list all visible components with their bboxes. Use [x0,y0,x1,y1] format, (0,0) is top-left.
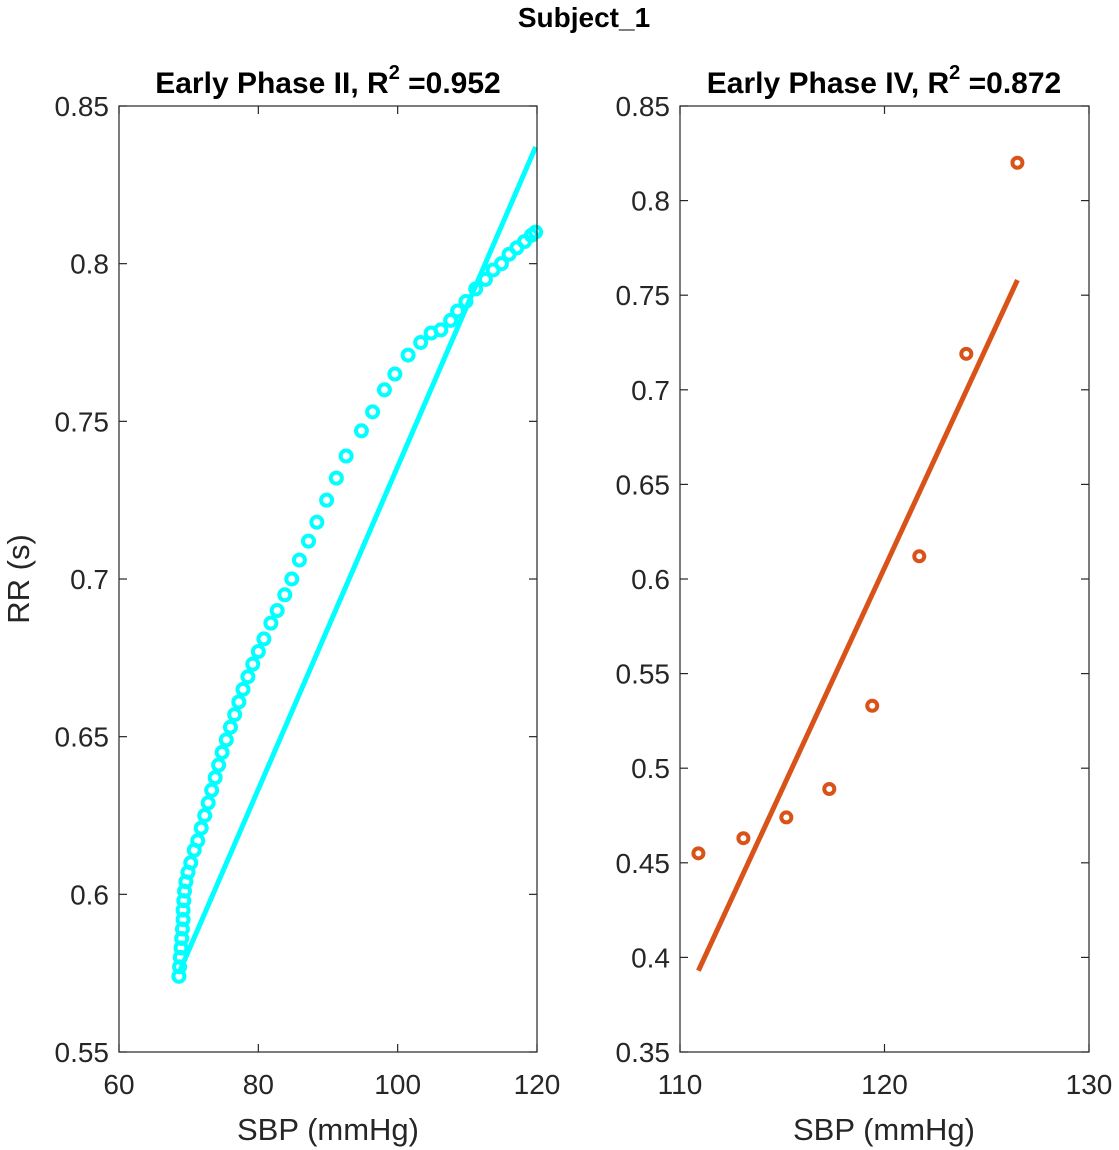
y-tick-label-right: 0.8 [631,186,670,217]
data-point-left [443,312,459,328]
y-tick-label-right: 0.6 [631,564,670,595]
data-point-left [477,271,493,287]
x-axis-label-left: SBP (mmHg) [237,1112,419,1147]
data-point-left [250,644,266,660]
x-tick-label-left: 100 [374,1069,421,1100]
data-point-left [277,587,293,603]
data-point-left [400,347,416,363]
y-tick-label-right: 0.45 [616,848,671,879]
axes-box-left [118,105,538,1053]
y-tick-label-left: 0.75 [55,406,110,437]
y-tick-label-right: 0.55 [616,659,671,690]
data-point-left [387,366,403,382]
data-point-left [222,719,238,735]
data-point-left [413,335,429,350]
y-tick-label-right: 0.75 [616,280,671,311]
chart-panel-left: Early Phase II, R2 =0.952 60 80 100 120 0.55… [1,62,560,1147]
chart-title-right-prefix: Early Phase IV, R [707,67,950,100]
data-point-left [193,820,209,836]
data-point-left [365,404,381,420]
plot-area-left: 60 80 100 120 0.55 0.6 0.65 0.7 0.75 0.8 0.85 [55,91,561,1100]
x-tick-label-right: 120 [861,1069,908,1100]
axes-box-right [679,105,1090,1053]
data-point-left [227,707,243,723]
data-point-right [1010,155,1025,170]
chart-title-right: Early Phase IV, R2 =0.872 [707,62,1061,100]
data-point-left [493,256,509,272]
y-tick-label-left: 0.85 [55,91,110,122]
y-tick-label-left: 0.55 [55,1037,110,1068]
data-point-left [433,322,449,338]
y-tick-label-left: 0.65 [55,722,110,753]
chart-title-left-sup: 2 [389,62,400,84]
y-tick-label-left: 0.6 [70,879,109,910]
data-point-left [450,303,466,319]
data-point-left [328,470,344,486]
data-point-left [319,492,335,508]
data-point-left [309,514,325,530]
data-point-left [245,656,261,672]
y-tick-label-right: 0.7 [631,375,670,406]
y-tick-label-right: 0.65 [616,469,671,500]
data-point-left [528,224,544,240]
data-point-left [376,382,392,398]
data-point-left [204,782,220,798]
data-point-left [214,744,230,760]
y-tick-label-right: 0.4 [631,942,670,973]
data-point-right [912,549,927,564]
x-tick-label-right: 130 [1066,1069,1113,1100]
chart-title-right-suffix: =0.872 [960,67,1061,100]
fit-line-right [696,279,1020,972]
y-tick-label-left: 0.7 [70,564,109,595]
data-point-right [736,831,751,846]
x-axis-label-right: SBP (mmHg) [793,1112,975,1147]
x-tick-label-left: 80 [243,1069,274,1100]
plot-area-right: 110 120 130 0.35 0.4 0.45 0.5 0.55 0.6 0.65 0.7 0.7… [616,91,1113,1100]
data-point-left [300,533,316,549]
y-tick-label-right: 0.35 [616,1037,671,1068]
data-point-left [231,694,247,710]
data-point-left [183,855,199,871]
data-point-left [338,448,354,464]
data-point-left [353,423,369,439]
data-point-right [822,782,837,797]
data-point-left [256,631,272,647]
data-point-left [235,681,251,697]
chart-panel-right: Early Phase IV, R2 =0.872 110 120 130 0.35 0… [616,62,1113,1147]
data-point-left [190,833,206,849]
data-point-left [468,281,484,297]
data-point-right [959,346,974,361]
fit-line-left [176,146,538,975]
y-tick-label-right: 0.5 [631,753,670,784]
data-point-left [269,603,285,619]
chart-title-left-prefix: Early Phase II, R [155,67,389,100]
chart-title-left-suffix: =0.952 [400,67,501,100]
y-tick-label-right: 0.85 [616,91,671,122]
data-point-left [218,732,234,748]
chart-title-right-sup: 2 [949,62,960,84]
data-point-left [207,770,223,786]
data-point-left [291,552,307,568]
data-point-left [284,571,300,587]
data-point-left [200,795,216,811]
data-point-left [458,294,474,310]
x-tick-label-left: 60 [103,1069,134,1100]
data-point-right [691,846,706,861]
figure-title: Subject_1 [518,2,650,33]
data-point-left [240,669,256,685]
data-point-left [263,615,279,631]
data-point-left [211,757,227,773]
x-tick-label-left: 120 [514,1069,561,1100]
y-axis-label-left: RR (s) [1,534,36,624]
data-point-right [779,810,794,825]
data-point-left [197,808,213,823]
chart-title-left: Early Phase II, R2 =0.952 [155,62,501,100]
data-point-right [865,698,880,713]
y-tick-label-left: 0.8 [70,249,109,280]
x-tick-label-right: 110 [658,1069,703,1100]
